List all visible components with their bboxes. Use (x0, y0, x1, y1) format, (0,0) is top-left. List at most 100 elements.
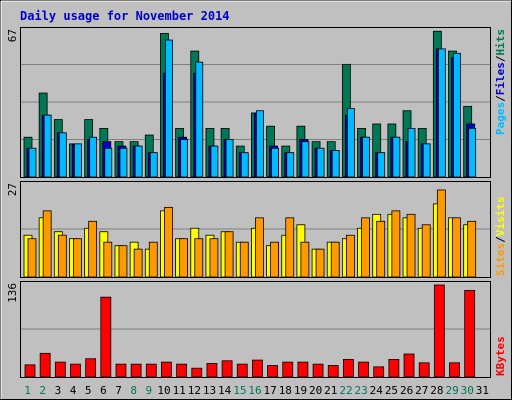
y-tick-label: 27 (6, 183, 19, 196)
pages-bar (104, 147, 113, 178)
day-label: 21 (324, 384, 337, 397)
kbytes-bar (85, 358, 97, 378)
series-legend: Sites/Visits (494, 197, 507, 277)
pages-bar (453, 52, 461, 178)
day-label: 11 (173, 384, 186, 397)
pages-bar (362, 136, 370, 178)
pages-bar (165, 39, 173, 178)
sites-bar (255, 217, 264, 278)
sites-bar (239, 241, 249, 278)
day-label: 4 (70, 384, 77, 397)
pages-bar (422, 143, 431, 178)
sites-bar (88, 220, 98, 278)
legend-kbytes: KBytes (494, 336, 507, 376)
day-label: 6 (100, 384, 107, 397)
kbytes-bar (176, 363, 188, 378)
kbytes-bar (100, 296, 112, 378)
legend-pages: Pages (494, 102, 507, 135)
kbytes-bar (206, 363, 218, 378)
day-label: 31 (476, 384, 489, 397)
pages-bar (286, 152, 295, 178)
sites-bar (300, 241, 310, 278)
kbytes-bar (221, 360, 233, 378)
day-label: 16 (248, 384, 261, 397)
day-label: 2 (39, 384, 46, 397)
day-label: 7 (115, 384, 122, 397)
sites-bar (467, 220, 477, 278)
sites-bar (27, 238, 37, 278)
sites-bar (194, 238, 204, 278)
day-label: 20 (309, 384, 322, 397)
pages-bar (392, 136, 401, 178)
pages-bar (149, 152, 158, 178)
legend-sites: Sites (494, 243, 507, 276)
pages-bar (134, 145, 143, 178)
kbytes-bar (282, 361, 294, 378)
sites-bar (436, 189, 446, 278)
kbytes-bar (161, 361, 172, 378)
kbytes-bar (464, 290, 476, 378)
day-label: 8 (130, 384, 137, 397)
kbytes-bar (373, 366, 385, 378)
kbytes-bar (418, 362, 430, 378)
kbytes-bar (39, 352, 51, 378)
kbytes-bar (191, 367, 203, 378)
kbytes-bar (24, 364, 36, 378)
sites-bar (179, 238, 189, 278)
legend-hits: Hits (494, 29, 507, 56)
pages-bar (407, 128, 416, 178)
day-label: 17 (264, 384, 277, 397)
sites-bar (209, 238, 219, 278)
sites-bar (73, 238, 82, 278)
legend-separator: / (494, 236, 507, 243)
legend-visits: Visits (494, 197, 507, 237)
pages-bar (225, 139, 234, 178)
pages-bar (43, 114, 52, 178)
day-label: 10 (157, 384, 170, 397)
sites-bar (270, 241, 279, 278)
kbytes-bar (403, 353, 415, 378)
day-label: 14 (218, 384, 232, 397)
kbytes-bar (327, 365, 339, 378)
sites-bar (133, 248, 143, 278)
day-label: 1 (24, 384, 31, 397)
y-tick-label: 67 (6, 29, 19, 42)
sites-bar (103, 241, 113, 278)
day-label: 22 (339, 384, 352, 397)
sites-bar (361, 217, 370, 278)
kbytes-bar (115, 363, 127, 378)
pages-bar (316, 147, 325, 178)
day-label: 9 (146, 384, 153, 397)
sites-bar (285, 217, 295, 278)
pages-bar (271, 147, 279, 178)
pages-bar (331, 150, 340, 178)
kbytes-bar (358, 361, 369, 378)
sites-bar (421, 224, 431, 278)
day-label: 29 (445, 384, 458, 397)
day-label: 28 (430, 384, 443, 397)
pages-bar (437, 48, 446, 178)
kbytes-bar (70, 363, 81, 378)
series-legend: KBytes (494, 336, 507, 376)
legend-files: Files (494, 62, 507, 95)
sites-bar (164, 206, 173, 278)
day-label: 12 (188, 384, 201, 397)
kbytes-bar (449, 362, 460, 378)
pages-bar (195, 61, 204, 178)
pages-bar (256, 110, 264, 178)
kbytes-bar (342, 359, 354, 378)
kbytes-bar (267, 365, 278, 378)
kbytes-bar (312, 363, 324, 378)
sites-bar (118, 245, 128, 278)
pages-bar (377, 152, 386, 178)
sites-bar (57, 234, 67, 278)
sites-bar (148, 241, 158, 278)
kbytes-bar (252, 359, 263, 378)
day-label: 18 (279, 384, 292, 397)
kbytes-bar (297, 361, 309, 378)
day-label: 5 (85, 384, 92, 397)
sites-bar (42, 210, 52, 278)
chart-title: Daily usage for November 2014 (20, 9, 230, 23)
kbytes-bar (388, 359, 400, 378)
